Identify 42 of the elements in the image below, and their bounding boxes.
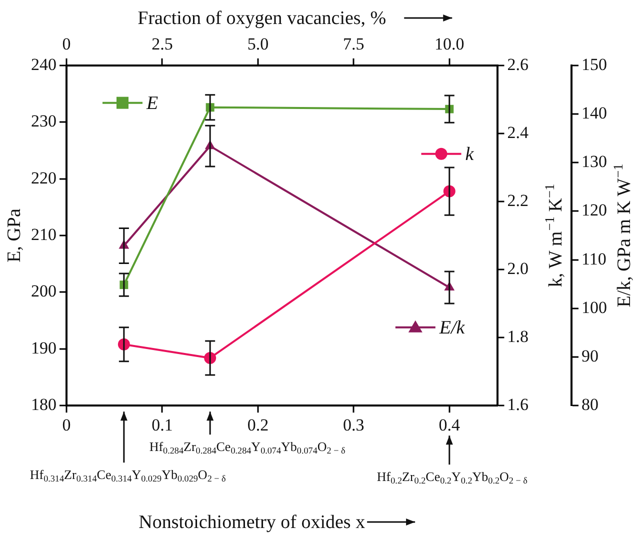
- y2-tick-label: 2.0: [507, 258, 528, 278]
- y3-tick-label: 140: [582, 103, 607, 122]
- x2-tick-label: 10.0: [434, 34, 464, 54]
- x2-tick-label: 7.5: [343, 34, 364, 54]
- x2-tick-label: 2.5: [152, 34, 173, 54]
- x-tick-label: 0.3: [343, 415, 364, 434]
- y2-tick-label: 1.6: [507, 395, 528, 414]
- x2-axis-title: Fraction of oxygen vacancies, %: [138, 8, 386, 29]
- y3-tick-label: 110: [582, 249, 606, 268]
- y3-axis-title: E/k, GPa m K W−1: [610, 164, 635, 308]
- x-tick-label: 0.4: [438, 415, 461, 434]
- text: Hf$_{0.284}$Zr$_{0.284}$Ce$_{0.284}$Y$_{0.074}$Yb$_{0.074}$O$_{2 − δ}$: [149, 438, 346, 455]
- x-tick-label: 0: [62, 415, 71, 434]
- y2-tick-label: 2.4: [507, 122, 529, 142]
- y-tick-label: 180: [31, 395, 56, 414]
- y2-tick-label: 2.6: [507, 54, 528, 74]
- y3-tick-label: 90: [582, 346, 598, 366]
- y3-tick-label: 80: [582, 395, 598, 414]
- x-tick-label: 0.1: [152, 415, 173, 434]
- y-tick-label: 240: [31, 54, 56, 74]
- legend-label: E/k: [438, 317, 466, 338]
- legend-label: k: [465, 144, 474, 165]
- legend-label: E: [145, 92, 158, 114]
- y-tick-label: 190: [31, 338, 56, 358]
- y-axis-title: E, GPa: [4, 208, 25, 262]
- y3-tick-label: 130: [582, 152, 607, 172]
- text: Hf$_{0.2}$Zr$_{0.2}$Ce$_{0.2}$Y$_{0.2}$Yb$_{0.2}$O$_{2 − δ}$: [376, 468, 528, 485]
- y-tick-label: 210: [31, 224, 56, 244]
- text: Hf$_{0.314}$Zr$_{0.314}$Ce$_{0.314}$Y$_{0.029}$Yb$_{0.029}$O$_{2 − δ}$: [30, 466, 226, 483]
- y2-axis-title: k, W m−1 K−1: [542, 184, 566, 288]
- y3-tick-label: 150: [582, 54, 607, 74]
- y-tick-label: 200: [31, 282, 56, 301]
- y-tick-label: 230: [31, 112, 56, 131]
- y2-tick-label: 1.8: [507, 327, 528, 346]
- y2-tick-label: 2.2: [507, 190, 528, 210]
- y3-tick-label: 100: [582, 298, 607, 317]
- y3-tick-label: 120: [582, 200, 607, 220]
- x2-tick-label: 0: [62, 34, 71, 54]
- x2-tick-label: 5.0: [247, 34, 269, 54]
- y-tick-label: 220: [31, 168, 56, 188]
- x-tick-label: 0.2: [247, 415, 269, 434]
- x-axis-title: Nonstoichiometry of oxides x: [138, 512, 366, 533]
